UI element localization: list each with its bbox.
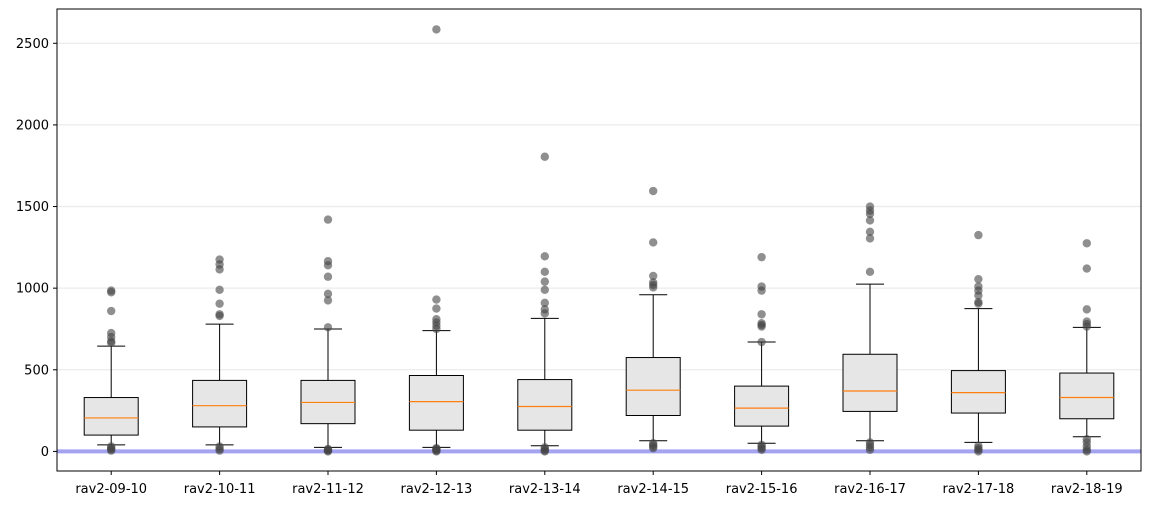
outlier-point: [215, 285, 224, 294]
x-tick-label: rav2-18-19: [1051, 482, 1123, 497]
outlier-point: [540, 252, 549, 261]
outlier-point: [865, 216, 875, 225]
outlier-point: [432, 25, 441, 34]
box-group: [734, 252, 790, 454]
y-tick-label: 0: [41, 445, 49, 460]
outlier-point: [865, 267, 875, 277]
outlier-point: [540, 443, 549, 452]
outlier-point: [649, 439, 658, 448]
box-group: [625, 186, 681, 453]
outlier-point: [540, 267, 549, 277]
outlier-point: [540, 298, 549, 308]
box-group: [1059, 239, 1115, 456]
x-tick-label: rav2-09-10: [75, 482, 147, 497]
outlier-point: [757, 252, 766, 262]
y-tick-label: 2000: [16, 118, 49, 133]
box-body: [625, 357, 681, 416]
outlier-point: [432, 314, 441, 324]
outlier-point: [540, 305, 549, 314]
outlier-point: [432, 304, 441, 313]
box-body: [192, 379, 248, 428]
box-body: [734, 385, 790, 427]
outlier-point: [323, 215, 333, 224]
outlier-point: [974, 282, 983, 291]
box-group: [842, 202, 898, 454]
x-tick-label: rav2-11-12: [292, 482, 364, 497]
y-tick-label: 500: [24, 363, 49, 378]
outlier-point: [865, 234, 875, 243]
box-group: [192, 255, 248, 455]
outlier-point: [323, 257, 333, 266]
outlier-point: [1082, 434, 1092, 444]
box-body: [517, 379, 573, 431]
outlier-point: [757, 310, 766, 319]
grid-lines: [57, 42, 1141, 371]
outlier-point: [215, 442, 224, 451]
outlier-point: [974, 230, 983, 240]
outlier-point: [649, 271, 658, 281]
outlier-point: [323, 296, 333, 305]
outlier-point: [757, 319, 766, 328]
x-tick-label: rav2-10-11: [184, 482, 256, 497]
plot-frame: [56, 8, 1142, 472]
box-body: [83, 397, 139, 436]
x-tick-label: rav2-16-17: [834, 482, 906, 497]
y-tick-label: 1000: [16, 282, 49, 297]
outlier-point: [540, 152, 549, 161]
box-body: [1059, 372, 1115, 420]
x-tick-label: rav2-12-13: [401, 482, 473, 497]
outlier-point: [540, 277, 549, 286]
x-tick-label: rav2-17-18: [943, 482, 1015, 497]
box-body: [842, 353, 898, 412]
x-tick-label: rav2-13-14: [509, 482, 581, 497]
outlier-point: [107, 286, 116, 295]
outlier-point: [107, 442, 116, 451]
axes-layer: 0 500 1000 1500 2000 2500 rav2-09-10 rav2-10-11…: [16, 8, 1142, 497]
outlier-point: [974, 441, 983, 450]
box-group: [83, 286, 139, 455]
outlier-point: [215, 310, 224, 319]
outlier-point: [107, 328, 116, 338]
box-group: [517, 152, 573, 456]
outlier-point: [215, 255, 224, 264]
outlier-point: [757, 337, 766, 347]
outlier-point: [1082, 239, 1092, 248]
outlier-point: [865, 202, 875, 211]
boxes-layer: [83, 25, 1115, 456]
outlier-point: [323, 323, 333, 332]
outlier-point: [649, 278, 658, 287]
outlier-point: [974, 274, 983, 284]
outlier-point: [540, 285, 549, 294]
outlier-point: [757, 282, 766, 291]
box-group: [300, 215, 356, 456]
box-body: [950, 370, 1006, 414]
outlier-point: [974, 297, 983, 307]
box-body: [408, 374, 464, 431]
outlier-point: [865, 227, 875, 237]
outlier-point: [1082, 317, 1092, 326]
outlier-point: [215, 299, 224, 308]
outlier-point: [649, 186, 658, 196]
outlier-point: [757, 440, 766, 450]
outlier-point: [323, 272, 333, 281]
y-tick-label: 2500: [16, 37, 49, 52]
outlier-point: [1082, 264, 1092, 273]
outlier-point: [649, 238, 658, 247]
outlier-point: [865, 438, 875, 447]
outlier-point: [1082, 305, 1092, 314]
box-group: [950, 230, 1006, 456]
outlier-point: [432, 443, 441, 453]
y-tick-label: 1500: [16, 200, 49, 215]
x-tick-label: rav2-14-15: [617, 482, 689, 497]
outlier-point: [323, 444, 333, 454]
outlier-point: [432, 295, 441, 304]
box-group: [408, 25, 464, 456]
outlier-point: [323, 289, 333, 299]
x-tick-label: rav2-15-16: [726, 482, 798, 497]
outlier-point: [107, 306, 116, 316]
